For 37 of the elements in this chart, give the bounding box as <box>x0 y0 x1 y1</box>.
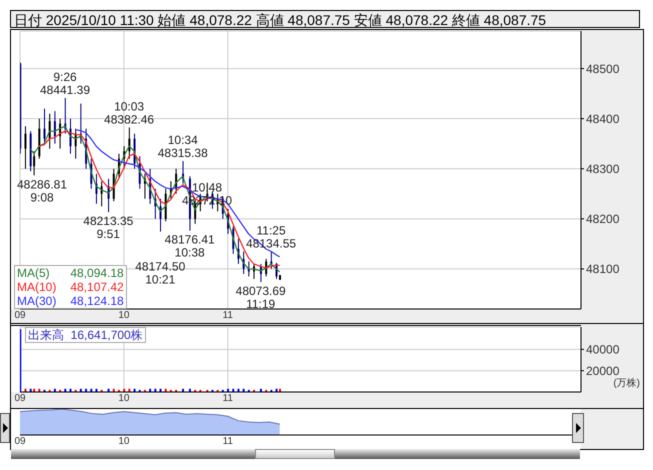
annotation: 48073.69 11:19 <box>236 284 286 312</box>
annotation: 48,094.18 <box>70 266 124 280</box>
chart-title: 日付 2025/10/10 11:30 始値 48,078.22 高値 48,087.75 安値 48,078.22 終値 48,087.75 <box>10 10 640 28</box>
annotation: 48286.81 9:08 <box>16 177 68 204</box>
annotation: 9:26 48441.39 <box>40 70 90 97</box>
annotation: 48,107.42 <box>70 280 124 294</box>
x-tick-label: 09 <box>14 310 26 322</box>
candlestick <box>24 126 26 170</box>
text: MA(30) <box>17 294 56 308</box>
x-tick-label: 10 <box>118 393 130 404</box>
x-tick-label: 11 <box>222 436 234 448</box>
annotation: 48176.41 10:38 <box>164 232 216 260</box>
x-tick-label: 09 <box>14 436 26 448</box>
chart-title: 出来高 16,641,700株 <box>25 327 146 343</box>
text: MA(5) <box>17 266 50 280</box>
x-tick-label: 10 <box>118 436 130 448</box>
annotation: 48,124.18 <box>70 294 124 308</box>
y-tick-label: 40000 <box>586 342 620 357</box>
x-tick-label: 11 <box>222 310 234 322</box>
y-tick-label: 48300 <box>586 162 620 176</box>
y-tick-label: 48400 <box>586 112 620 126</box>
y-tick-label: 48200 <box>586 212 620 226</box>
annotation: 48213.35 9:51 <box>83 214 134 242</box>
x-tick-label: 11 <box>222 393 234 404</box>
annotation: 48174.50 10:21 <box>135 260 186 287</box>
candlestick <box>54 110 56 144</box>
candlestick <box>44 108 46 144</box>
y-tick-label: 20000 <box>586 364 620 378</box>
y-tick-label: 48100 <box>586 262 620 276</box>
candlestick <box>33 150 36 176</box>
annotation: 10:03 48382.46 <box>104 99 154 126</box>
text: MA(10) <box>17 280 56 294</box>
annotation: 10:34 48315.38 <box>158 133 208 160</box>
x-tick-label: 10 <box>118 310 130 322</box>
y-axis-title: (万株) <box>613 376 640 390</box>
y-tick-label: 48500 <box>586 62 620 76</box>
x-tick-label: 09 <box>14 393 26 404</box>
